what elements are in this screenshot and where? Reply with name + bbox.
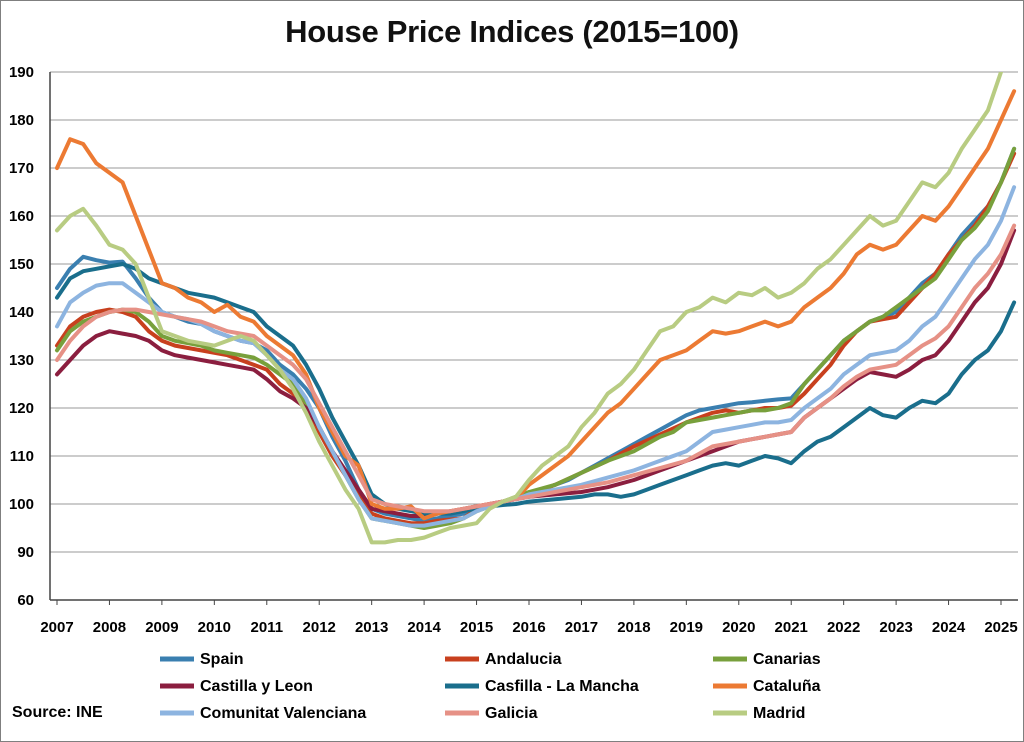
y-tick-label: 180 [9,112,34,129]
y-tick-label: 170 [9,160,34,177]
x-tick-label: 2007 [40,619,73,636]
legend-label: Comunitat Valenciana [200,705,366,722]
x-tick-label: 2023 [879,619,912,636]
y-tick-label: 130 [9,352,34,369]
series-line-7 [55,223,1017,514]
x-tick-label: 2017 [565,619,598,636]
x-tick-label: 2010 [198,619,231,636]
series-line-5 [55,89,1017,521]
legend-label: Canarias [753,651,821,668]
x-tick-label: 2022 [827,619,860,636]
x-tick-label: 2016 [512,619,545,636]
y-axis: 60 90 100 110 120 130 140 150 160 170 180 190 [9,64,34,609]
x-tick-label: 2021 [775,619,808,636]
y-tick-label: 190 [9,64,34,81]
y-tick-label: 160 [9,208,34,225]
y-tick-label: 100 [9,496,34,513]
y-tick-label: 120 [9,400,34,417]
legend-label: Casfilla - La Mancha [485,678,639,695]
legend: Spain Andalucia Canarias Castilla y Leon Cas… [160,651,821,722]
gridlines [49,71,1018,601]
x-tick-label: 2024 [932,619,966,636]
x-tick-label: 2014 [407,619,441,636]
source-note: Source: INE [12,704,103,721]
x-tick-label: 2025 [984,619,1017,636]
series-line-0 [55,146,1017,523]
chart-title: House Price Indices (2015=100) [285,14,739,49]
x-tick-label: 2020 [722,619,755,636]
x-tick-label: 2018 [617,619,650,636]
y-tick-label: 110 [10,448,34,465]
x-tick-label: 2013 [355,619,388,636]
legend-label: Cataluña [753,678,821,695]
series-line-4 [55,262,1017,516]
x-tick-label: 2011 [251,619,284,636]
legend-label: Madrid [753,705,805,722]
legend-label: Galicia [485,705,538,722]
x-tick-label: 2012 [303,619,336,636]
x-tick-label: 2009 [145,619,178,636]
x-tick-label: 2019 [670,619,703,636]
y-tick-label: 90 [17,544,34,561]
series-line-1 [55,151,1017,526]
legend-label: Spain [200,651,244,668]
series-lines [55,72,1017,545]
y-tick-label: 140 [9,304,34,321]
y-tick-label: 150 [9,256,34,273]
x-axis: 2007 2008 2009 2010 2011 2012 2013 2014 2015 2016… [40,600,1018,636]
x-tick-label: 2015 [460,619,493,636]
legend-label: Castilla y Leon [200,678,313,695]
legend-label: Andalucia [485,651,562,668]
y-tick-label: 60 [17,592,34,609]
series-line-8 [55,72,1004,545]
x-tick-label: 2008 [93,619,126,636]
